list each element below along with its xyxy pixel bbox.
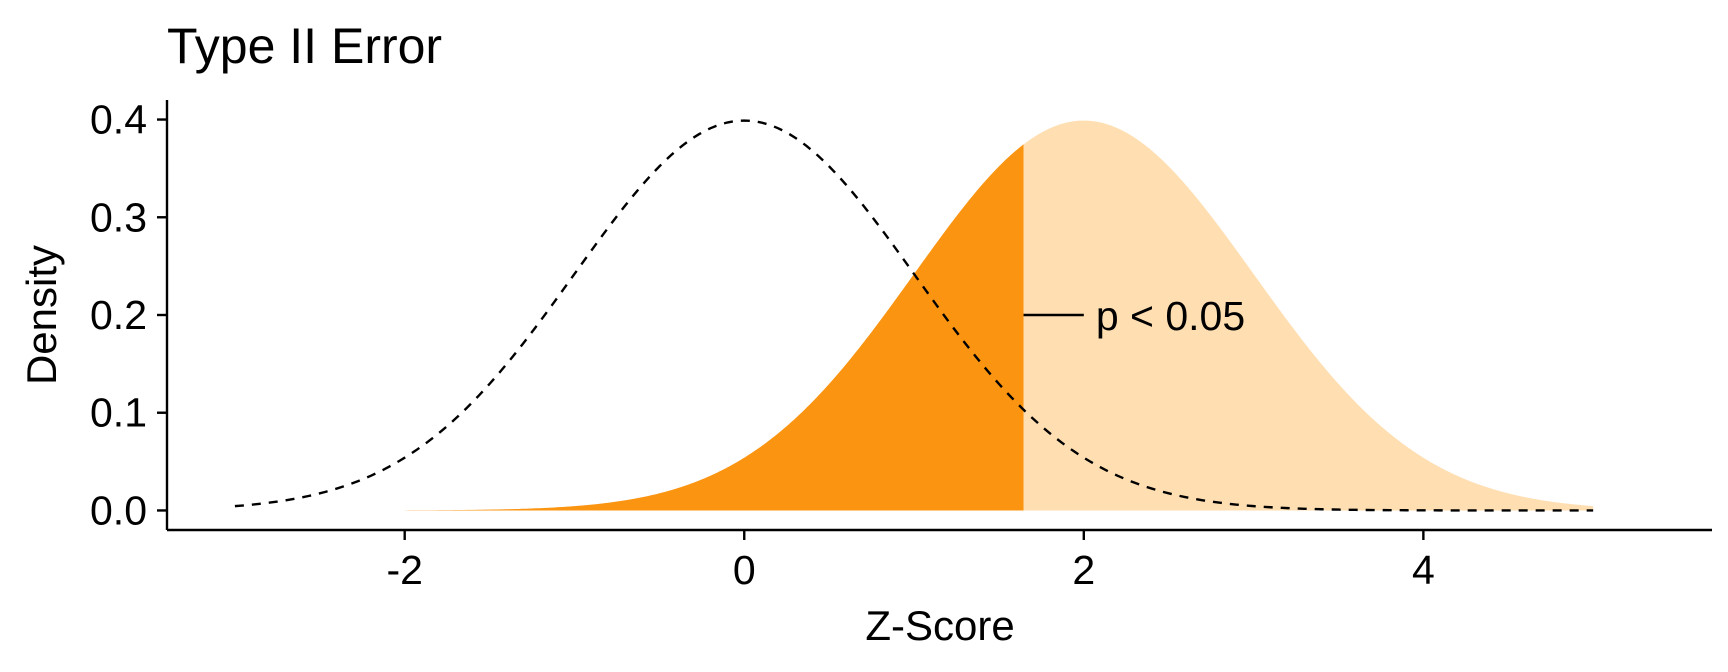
y-tick-label: 0.4 xyxy=(90,97,147,143)
y-tick-label: 0.1 xyxy=(90,390,147,436)
y-tick-label: 0.3 xyxy=(90,194,147,240)
chart-title: Type II Error xyxy=(167,18,442,74)
y-tick-label: 0.2 xyxy=(90,292,147,338)
shaded-area-1 xyxy=(1023,120,1594,511)
y-tick-label: 0.0 xyxy=(90,487,147,533)
x-tick-label: -2 xyxy=(386,547,422,593)
x-axis-title: Z-Score xyxy=(865,602,1014,649)
x-tick-label: 2 xyxy=(1072,547,1095,593)
annotation-label: p < 0.05 xyxy=(1096,293,1245,339)
dashed-null-curve xyxy=(234,119,1594,512)
shaded-area-2 xyxy=(404,144,1024,511)
x-tick-label: 0 xyxy=(733,547,756,593)
axes: 0.0 0.1 0.2 0.3 0.4 -2 0 2 4 xyxy=(90,97,1712,593)
plot-area: p < 0.05 xyxy=(234,119,1594,512)
y-axis-title: Density xyxy=(18,245,65,385)
x-tick-label: 4 xyxy=(1412,547,1435,593)
